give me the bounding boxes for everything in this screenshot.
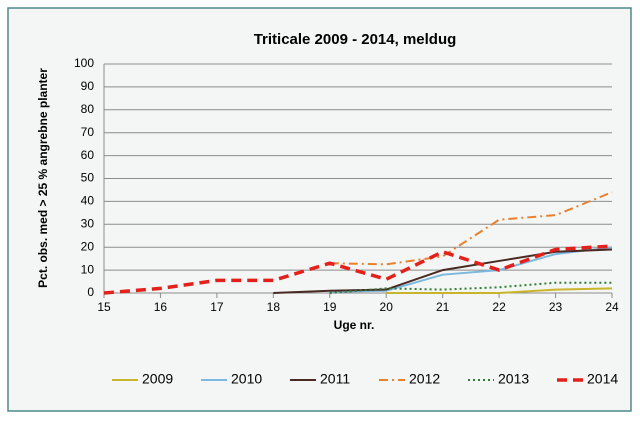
y-tick-label: 20 xyxy=(81,239,95,253)
y-tick-label: 70 xyxy=(81,125,95,139)
series-line xyxy=(273,248,613,294)
series-line xyxy=(329,281,612,294)
y-tick-label: 60 xyxy=(81,148,95,162)
y-tick-label: 100 xyxy=(74,56,94,70)
x-tick-label: 19 xyxy=(323,300,337,314)
x-tick-label: 15 xyxy=(97,300,111,314)
chart-title: Triticale 2009 - 2014, meldug xyxy=(254,31,457,48)
x-tick-label: 16 xyxy=(154,300,168,314)
x-tick-label: 21 xyxy=(436,300,450,314)
series-line xyxy=(386,287,613,294)
x-tick-label: 18 xyxy=(267,300,281,314)
series-line xyxy=(329,191,613,266)
x-tick-label: 24 xyxy=(605,300,619,314)
y-tick-label: 30 xyxy=(81,216,95,230)
y-tick-label: 90 xyxy=(81,79,95,93)
series-line xyxy=(103,244,613,295)
x-tick-label: 22 xyxy=(492,300,506,314)
y-tick-label: 0 xyxy=(87,285,94,299)
y-tick-label: 40 xyxy=(81,194,95,208)
legend-label: 2013 xyxy=(498,371,529,387)
legend-label: 2012 xyxy=(409,371,440,387)
y-axis-label: Pct. obs. med > 25 % angrebne planter xyxy=(36,68,50,288)
legend-label: 2010 xyxy=(231,371,262,387)
x-axis-label: Uge nr. xyxy=(334,318,375,332)
legend-label: 2014 xyxy=(587,371,618,387)
y-tick-label: 50 xyxy=(81,171,95,185)
legend-label: 2009 xyxy=(142,371,173,387)
y-tick-label: 10 xyxy=(81,262,95,276)
series-line xyxy=(329,246,613,293)
legend-label: 2011 xyxy=(320,371,350,387)
x-tick-label: 23 xyxy=(549,300,563,314)
y-tick-label: 80 xyxy=(81,102,95,116)
x-tick-label: 17 xyxy=(210,300,224,314)
x-tick-label: 20 xyxy=(380,300,394,314)
chart-frame xyxy=(7,7,632,412)
